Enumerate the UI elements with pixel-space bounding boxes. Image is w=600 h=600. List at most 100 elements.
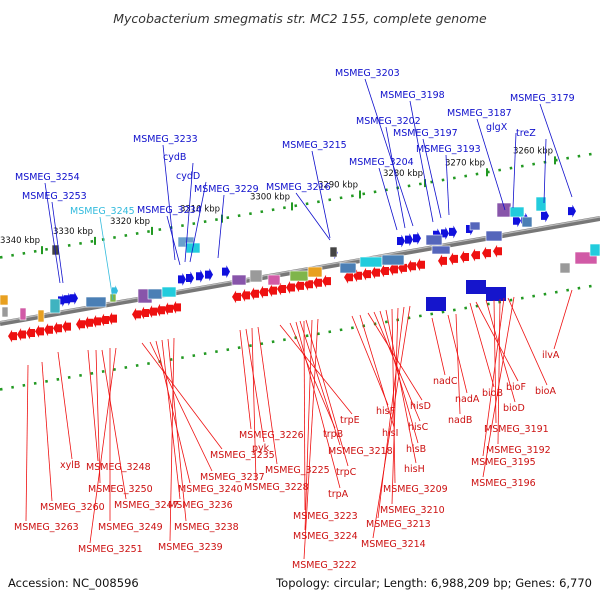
reverse-gene-arrow (140, 306, 149, 320)
operon-box (466, 280, 486, 294)
forward-gene-arrow (405, 233, 413, 247)
label-leader-line (391, 307, 399, 505)
gene-label: nadB (448, 415, 472, 426)
reverse-gene-arrow (295, 279, 304, 293)
label-leader-line (189, 181, 207, 263)
forward-gene-arrow (397, 234, 405, 248)
gene-label: MSMEG_3233 (133, 134, 198, 145)
scale-ticks: 3340 kbp 3330 kbp 3320 kbp 3310 kbp 3300 kbp… (0, 146, 556, 255)
reverse-gene-arrow (449, 252, 458, 266)
gene-label: MSMEG_3249 (98, 522, 163, 533)
reverse-gene-arrow (380, 264, 389, 278)
label-leader-line (543, 138, 547, 204)
label-leader-line (149, 341, 213, 472)
genome-tracks (0, 151, 600, 391)
gene-label: MSMEG_3236 (168, 500, 233, 511)
feature-block (249, 269, 263, 283)
gene-label: MSMEG_3222 (292, 560, 357, 571)
label-leader-line (351, 315, 389, 406)
forward-gene-arrow (568, 204, 576, 218)
scale-tick-label: 3270 kbp (445, 158, 485, 168)
label-leader-line (141, 342, 223, 450)
scale-tick-label: 3310 kbp (180, 205, 220, 215)
label-leader-line (87, 349, 99, 462)
gene-label: MSMEG_3202 (356, 116, 421, 127)
gene-label: MSMEG_3197 (393, 128, 458, 139)
reverse-gene-arrow (26, 326, 35, 340)
reverse-gene-arrow (362, 267, 371, 281)
reverse-gene-arrow (389, 263, 398, 276)
feature-block (425, 234, 443, 246)
label-leader-line (476, 118, 506, 211)
reverse-gene-arrow (371, 266, 380, 279)
gene-label: pyk (252, 443, 270, 454)
gene-label: MSMEG_3224 (293, 531, 358, 542)
label-leader-line (99, 216, 114, 301)
forward-gene-arrow (513, 214, 521, 228)
topology-text: Topology: circular; Length: 6,988,209 bp… (275, 576, 592, 590)
label-leader-line (304, 319, 313, 531)
reverse-gene-arrow (277, 282, 286, 296)
gene-label: MSMEG_3216 (266, 182, 331, 193)
label-leader-line (364, 78, 414, 227)
scale-tick-label: 3260 kbp (513, 146, 553, 156)
accession-text: Accession: NC_008596 (8, 576, 139, 590)
feature-block (469, 221, 481, 231)
forward-gene-arrow (70, 291, 78, 305)
gene-label: MSMEG_3260 (40, 502, 105, 513)
forward-gene-arrow (441, 226, 449, 240)
label-leader-line (44, 182, 61, 284)
gene-label: MSMEG_3215 (282, 140, 347, 151)
label-leader-line (385, 309, 417, 464)
label-leader-line (372, 305, 411, 539)
forward-gene-labels: MSMEG_3254 MSMEG_3253 MSMEG_3245 MSMEG_3234… (15, 68, 575, 301)
label-leader-line (482, 297, 505, 457)
label-leader-line (482, 296, 515, 478)
feature-block (37, 309, 45, 323)
gene-label: MSMEG_3192 (486, 445, 551, 456)
reverse-gene-arrow (250, 287, 259, 301)
gene-label: MSMEG_3218 (328, 446, 393, 457)
feature-block (147, 288, 163, 300)
gene-label: MSMEG_3251 (78, 544, 143, 555)
reverse-gene-arrow (493, 244, 502, 258)
label-leader-line (475, 301, 519, 382)
gene-label: trpE (340, 415, 360, 426)
feature-block (496, 202, 512, 218)
feature-block (231, 274, 247, 286)
reverse-gene-arrow (313, 276, 322, 290)
reverse-gene-arrow (471, 248, 480, 262)
reverse-gene-arrow (438, 254, 447, 268)
gene-label: MSMEG_3226 (239, 430, 304, 441)
gene-label: MSMEG_3214 (361, 539, 426, 550)
feature-block (589, 243, 600, 257)
gene-label: MSMEG_3225 (265, 465, 330, 476)
reverse-gene-arrow (164, 302, 173, 316)
label-leader-line (539, 103, 573, 198)
reverse-gene-arrow (482, 246, 491, 260)
map-title: Mycobacterium smegmatis str. MC2 155, co… (113, 11, 487, 26)
label-leader-line (89, 347, 117, 544)
label-leader-line (25, 364, 29, 522)
gene-label: MSMEG_3196 (471, 478, 536, 489)
label-leader-line (169, 337, 175, 542)
gene-label: MSMEG_3248 (86, 462, 151, 473)
scale-tick-label: 3320 kbp (110, 217, 150, 227)
gene-label: hisD (410, 401, 431, 412)
gene-label: bioD (503, 403, 525, 414)
reverse-gene-arrow (44, 323, 53, 337)
label-leader-line (162, 144, 176, 261)
forward-gene-arrow (413, 231, 421, 245)
label-leader-line (289, 322, 336, 429)
gene-label: bioF (506, 382, 526, 393)
label-leader-line (184, 162, 194, 263)
label-leader-line (497, 298, 501, 445)
label-leader-line (257, 326, 278, 465)
label-leader-line (377, 306, 405, 519)
reverse-gene-arrow (108, 312, 117, 325)
feature-block (0, 294, 9, 306)
label-leader-line (101, 349, 127, 500)
forward-gene-arrow (541, 209, 549, 223)
gene-label: trpB (323, 429, 343, 440)
operon-box (426, 297, 446, 311)
